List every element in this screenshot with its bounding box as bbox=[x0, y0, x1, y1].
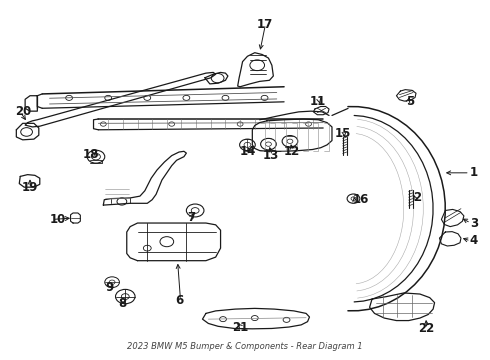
Text: 17: 17 bbox=[256, 18, 272, 31]
Text: 18: 18 bbox=[83, 148, 99, 161]
Text: 2023 BMW M5 Bumper & Components - Rear Diagram 1: 2023 BMW M5 Bumper & Components - Rear D… bbox=[127, 342, 363, 351]
Text: 12: 12 bbox=[283, 145, 299, 158]
Text: 8: 8 bbox=[119, 297, 127, 310]
Text: 4: 4 bbox=[470, 234, 478, 247]
Text: 14: 14 bbox=[239, 145, 256, 158]
Text: 20: 20 bbox=[15, 105, 31, 118]
Text: 15: 15 bbox=[335, 127, 351, 140]
Text: 3: 3 bbox=[470, 216, 478, 230]
Text: 16: 16 bbox=[352, 193, 369, 206]
Text: 11: 11 bbox=[310, 95, 326, 108]
Text: 9: 9 bbox=[105, 281, 113, 294]
Text: 7: 7 bbox=[187, 211, 196, 224]
Text: 19: 19 bbox=[22, 181, 38, 194]
Text: 10: 10 bbox=[49, 213, 66, 226]
Text: 22: 22 bbox=[417, 322, 434, 335]
Text: 1: 1 bbox=[470, 166, 478, 179]
Text: 13: 13 bbox=[262, 149, 278, 162]
Text: 2: 2 bbox=[414, 192, 422, 204]
Text: 21: 21 bbox=[232, 320, 248, 333]
Text: 5: 5 bbox=[406, 95, 415, 108]
Text: 6: 6 bbox=[175, 294, 183, 307]
